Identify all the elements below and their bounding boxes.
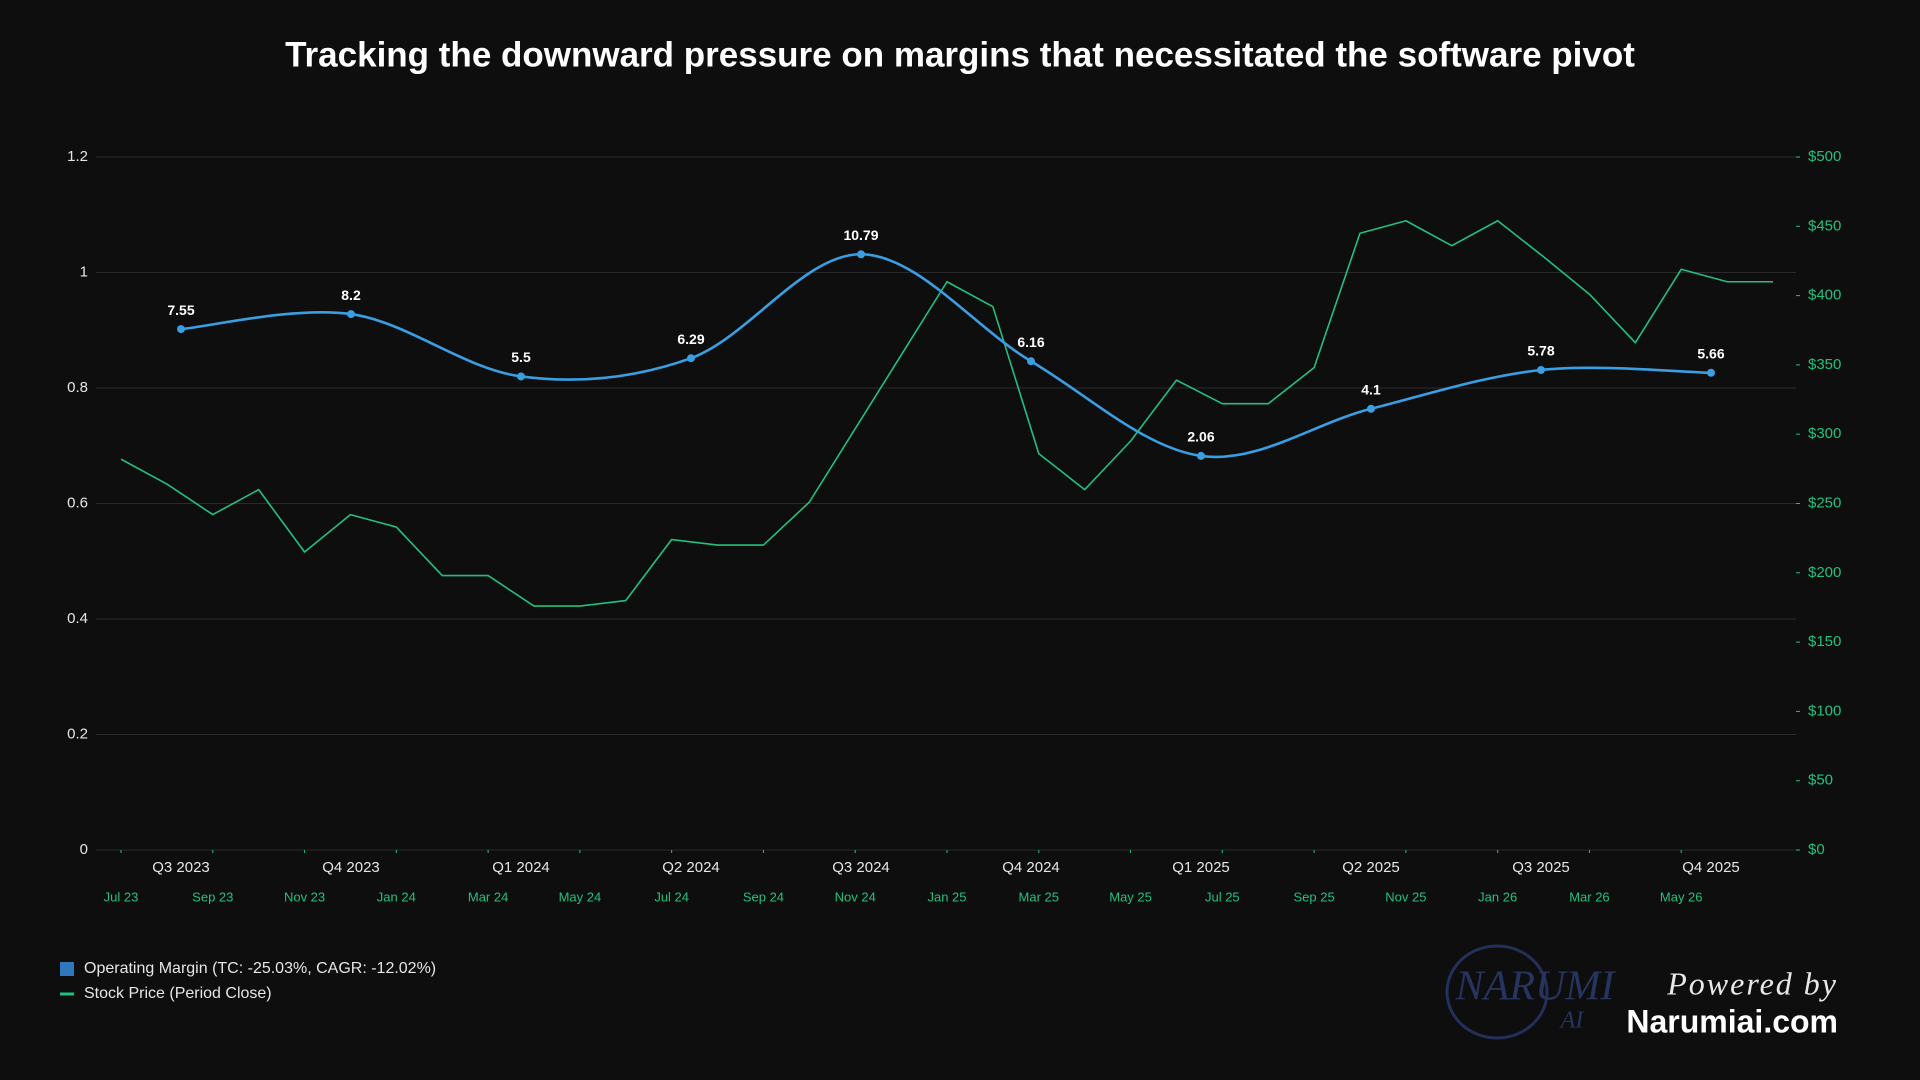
margin-point — [517, 372, 525, 381]
y2-tick-label: $150 — [1808, 633, 1841, 650]
x-tick-label: Q2 2025 — [1342, 859, 1400, 876]
data-label: 7.55 — [167, 302, 194, 318]
data-label: 4.1 — [1361, 381, 1381, 397]
x-tick-label: Q4 2024 — [1002, 859, 1060, 876]
margin-point — [177, 325, 185, 334]
x-tick-label: Q4 2023 — [322, 859, 380, 876]
margin-point — [857, 250, 865, 259]
margin-point — [1537, 365, 1545, 374]
x2-tick-label: Mar 26 — [1569, 889, 1609, 904]
legend-label: Stock Price (Period Close) — [84, 985, 272, 1002]
data-label: 10.79 — [843, 227, 878, 243]
x-tick-label: Q3 2024 — [832, 859, 890, 876]
data-label: 5.78 — [1527, 343, 1554, 359]
margin-point — [1197, 451, 1205, 460]
x-tick-label: Q3 2025 — [1512, 859, 1570, 876]
y2-tick-label: $100 — [1808, 702, 1841, 719]
x2-tick-label: Jul 23 — [104, 889, 139, 904]
y-tick-label: 0.4 — [67, 610, 88, 627]
chart-title: Tracking the downward pressure on margin… — [285, 35, 1635, 74]
margin-point — [1027, 357, 1035, 366]
x2-tick-label: Nov 25 — [1385, 889, 1426, 904]
y-tick-label: 0.8 — [67, 379, 88, 396]
y2-tick-label: $300 — [1808, 425, 1841, 442]
y-tick-label: 1.2 — [67, 148, 88, 165]
y2-tick-label: $250 — [1808, 494, 1841, 511]
x2-tick-label: Mar 24 — [468, 889, 508, 904]
y2-tick-label: $450 — [1808, 217, 1841, 234]
x2-tick-label: Jan 25 — [927, 889, 966, 904]
x2-tick-label: Sep 24 — [743, 889, 784, 904]
x2-tick-label: Nov 23 — [284, 889, 325, 904]
data-label: 8.2 — [341, 287, 361, 303]
y2-tick-label: $200 — [1808, 564, 1841, 581]
x2-tick-label: Jul 24 — [654, 889, 689, 904]
x-tick-label: Q4 2025 — [1682, 859, 1740, 876]
legend-swatch — [60, 962, 74, 976]
logo-sub: AI — [1559, 1008, 1585, 1034]
x-tick-label: Q1 2024 — [492, 859, 550, 876]
x2-tick-label: May 24 — [559, 889, 602, 904]
data-label: 5.66 — [1697, 345, 1724, 361]
margin-point — [347, 310, 355, 319]
margin-line — [180, 252, 1712, 459]
x2-tick-label: Jan 26 — [1478, 889, 1517, 904]
logo-text: NARUMI — [1455, 964, 1617, 1010]
y2-tick-label: $50 — [1808, 772, 1833, 789]
x2-tick-label: Nov 24 — [835, 889, 876, 904]
logo-ring — [1445, 944, 1549, 1040]
x-tick-label: Q2 2024 — [662, 859, 720, 876]
data-label: 6.16 — [1017, 334, 1044, 350]
margin-point — [1367, 404, 1375, 413]
x2-tick-label: May 25 — [1109, 889, 1152, 904]
margin-point — [687, 354, 695, 363]
x-tick-label: Q3 2023 — [152, 859, 210, 876]
y2-tick-label: $500 — [1808, 148, 1841, 165]
x2-tick-label: May 26 — [1660, 889, 1703, 904]
legend-label: Operating Margin (TC: -25.03%, CAGR: -12… — [84, 960, 436, 977]
x2-tick-label: Jan 24 — [377, 889, 416, 904]
x2-tick-label: Mar 25 — [1019, 889, 1059, 904]
y2-tick-label: $400 — [1808, 287, 1841, 304]
y-tick-label: 0.2 — [67, 725, 88, 742]
x2-tick-label: Sep 25 — [1294, 889, 1335, 904]
data-label: 5.5 — [511, 349, 531, 365]
stock-line — [120, 219, 1773, 607]
data-label: 2.06 — [1187, 429, 1214, 445]
site-name: Narumiai.com — [1626, 1003, 1838, 1039]
margin-point — [1707, 368, 1715, 377]
powered-by: Powered by — [1666, 965, 1838, 1001]
x2-tick-label: Jul 25 — [1205, 889, 1240, 904]
x2-tick-label: Sep 23 — [192, 889, 233, 904]
y2-tick-label: $350 — [1808, 356, 1841, 373]
y-tick-label: 0.6 — [67, 494, 88, 511]
data-label: 6.29 — [677, 331, 704, 347]
branding: NARUMI AI Powered by Narumiai.com — [1445, 944, 1838, 1040]
y-tick-label: 0 — [80, 841, 88, 858]
x-tick-label: Q1 2025 — [1172, 859, 1230, 876]
y2-tick-label: $0 — [1808, 841, 1825, 858]
y-tick-label: 1 — [80, 263, 88, 280]
